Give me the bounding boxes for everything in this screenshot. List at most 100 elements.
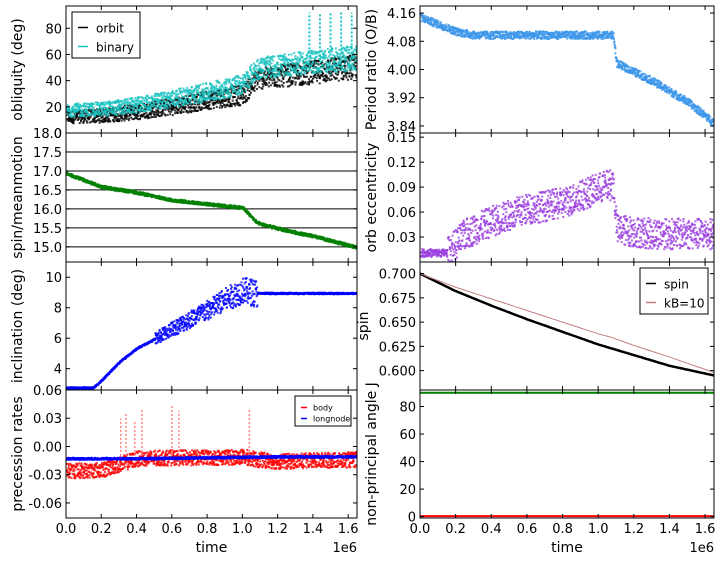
data-point — [166, 334, 169, 337]
data-point — [170, 105, 173, 108]
data-point — [271, 79, 274, 82]
data-point — [181, 107, 184, 110]
data-point — [312, 72, 315, 75]
y-tick-label: 17.5 — [33, 146, 62, 161]
data-point — [346, 64, 349, 67]
data-point — [290, 63, 292, 66]
data-point — [140, 99, 143, 102]
data-point — [113, 111, 115, 114]
y-tick-label: 18.0 — [33, 127, 62, 142]
data-point — [355, 60, 357, 63]
data-point — [170, 103, 173, 106]
data-point — [337, 52, 340, 55]
data-point — [208, 311, 211, 313]
data-point — [208, 83, 211, 86]
data-point — [252, 217, 255, 220]
data-point — [282, 56, 285, 59]
data-point — [164, 106, 167, 109]
data-point — [299, 65, 302, 68]
data-point — [187, 319, 190, 321]
data-point — [269, 78, 272, 81]
data-point — [189, 98, 192, 101]
data-point — [166, 99, 169, 102]
data-point — [352, 65, 355, 68]
data-point — [301, 69, 303, 72]
data-point — [202, 82, 205, 85]
data-point — [129, 113, 132, 116]
data-point — [106, 117, 109, 120]
data-point — [239, 77, 242, 80]
data-point — [96, 119, 99, 122]
data-point — [110, 108, 113, 110]
data-point — [330, 68, 333, 71]
data-point — [143, 110, 146, 113]
data-point — [236, 97, 239, 100]
data-point — [140, 107, 143, 110]
data-point — [164, 334, 167, 336]
data-point — [227, 91, 230, 94]
data-point — [100, 110, 103, 113]
data-point — [181, 322, 184, 325]
data-point — [305, 75, 308, 78]
data-point — [273, 55, 276, 58]
data-point — [161, 104, 164, 106]
data-point — [350, 64, 353, 67]
data-point — [225, 104, 228, 107]
data-point — [277, 73, 280, 76]
data-point — [322, 66, 324, 69]
data-point — [253, 78, 256, 80]
data-point — [287, 61, 290, 64]
data-point — [185, 101, 188, 104]
data-point — [236, 92, 239, 95]
data-point — [354, 48, 357, 51]
data-point — [216, 94, 218, 97]
data-point — [232, 95, 235, 98]
data-point — [176, 103, 179, 106]
data-point — [158, 339, 161, 342]
data-point — [318, 69, 321, 72]
data-point — [82, 115, 85, 118]
data-point — [286, 72, 289, 75]
data-point — [176, 112, 179, 114]
data-point — [142, 97, 145, 100]
data-point — [185, 324, 187, 327]
data-point — [220, 89, 223, 92]
data-point — [87, 107, 90, 110]
data-point — [151, 102, 154, 104]
data-point — [222, 99, 225, 102]
data-point — [124, 117, 126, 120]
data-point — [240, 93, 243, 96]
data-point — [304, 75, 307, 78]
data-point — [208, 93, 211, 96]
data-point — [107, 120, 110, 123]
data-point — [113, 109, 115, 112]
data-point — [315, 77, 318, 79]
data-point — [264, 63, 267, 65]
data-point — [244, 76, 247, 79]
data-point — [209, 92, 212, 95]
data-point — [193, 93, 195, 96]
data-point — [153, 111, 156, 114]
data-point — [192, 95, 195, 98]
data-point — [141, 100, 144, 103]
data-point — [200, 96, 203, 99]
data-point — [343, 69, 346, 72]
data-point — [137, 97, 140, 100]
data-point — [112, 101, 115, 104]
data-point — [310, 233, 312, 236]
data-point — [256, 69, 259, 72]
data-point — [162, 107, 165, 109]
data-point — [277, 84, 280, 87]
data-point — [194, 100, 197, 103]
data-point — [332, 60, 335, 63]
data-point — [319, 71, 322, 74]
data-point — [180, 97, 183, 100]
data-point — [340, 50, 343, 53]
data-point — [143, 192, 146, 195]
data-point — [88, 118, 90, 121]
data-point — [197, 310, 200, 313]
data-point — [232, 91, 234, 93]
data-point — [203, 309, 206, 311]
data-point — [348, 72, 351, 75]
